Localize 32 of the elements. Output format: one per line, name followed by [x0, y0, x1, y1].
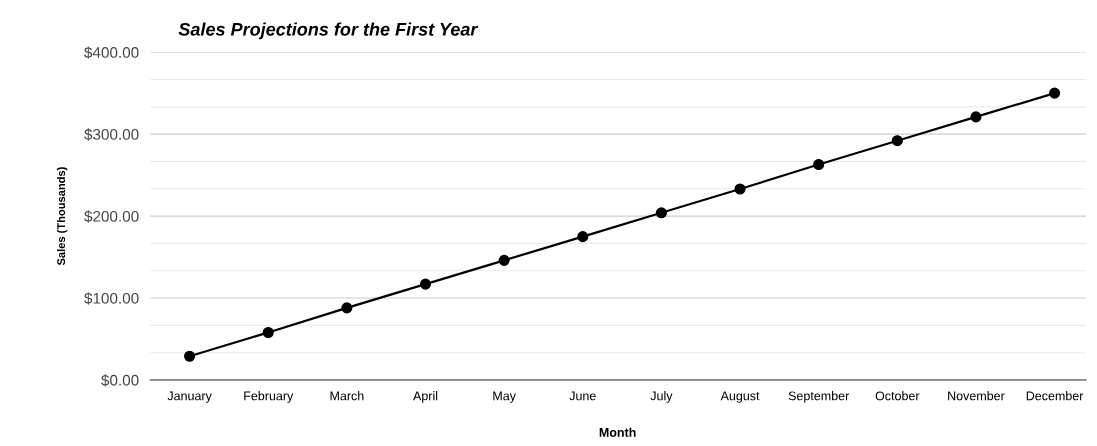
x-tick-label: August	[720, 391, 760, 403]
x-tick-label: October	[875, 391, 920, 401]
y-tick-label: $300.00	[84, 128, 139, 141]
point	[498, 254, 510, 266]
point	[262, 326, 274, 339]
x-axis-title: Month	[599, 427, 636, 437]
x-tick-label: July	[650, 391, 673, 403]
x-tick-label: May	[493, 391, 516, 403]
y-tick-label: $100.00	[84, 292, 139, 305]
x-tick-label: November	[948, 391, 1005, 401]
y-axis-title: Sales (Thousands)	[56, 167, 68, 266]
y-tick-label: $0.00	[101, 374, 139, 387]
point	[891, 135, 903, 147]
x-tick-label: February	[244, 391, 294, 403]
x-tick-label: January	[167, 391, 212, 403]
point	[341, 302, 353, 314]
point	[734, 183, 746, 195]
point	[419, 278, 432, 290]
point	[184, 350, 196, 362]
point	[813, 158, 825, 171]
point	[577, 231, 589, 243]
point	[655, 207, 667, 219]
x-tick-label: September	[788, 391, 850, 403]
point	[1049, 87, 1061, 99]
chart-title: Sales Projections for the First Year	[178, 22, 479, 40]
x-tick-label: December	[1026, 391, 1084, 401]
y-tick-label: $400.00	[84, 46, 139, 59]
y-tick-label: $200.00	[84, 210, 139, 223]
x-tick-label: March	[330, 391, 364, 401]
x-tick-label: April	[413, 391, 438, 403]
point	[970, 111, 982, 123]
x-tick-label: June	[569, 391, 596, 401]
